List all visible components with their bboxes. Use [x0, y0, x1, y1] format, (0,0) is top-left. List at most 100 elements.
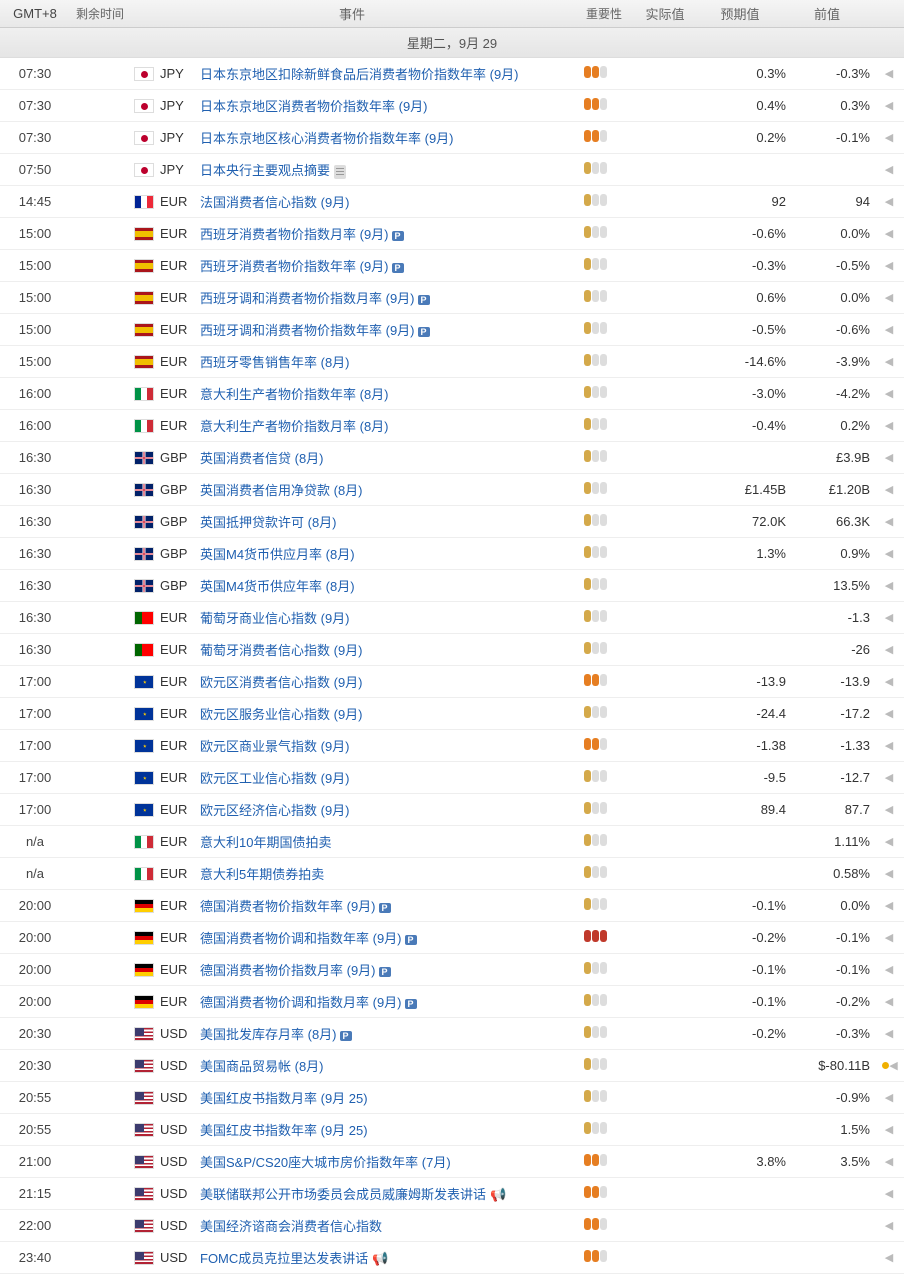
event-link[interactable]: 欧元区消费者信心指数 (9月): [200, 675, 363, 690]
expand-arrow[interactable]: ◀: [874, 99, 904, 112]
expand-arrow[interactable]: ◀: [874, 771, 904, 784]
chevron-left-icon: ◀: [885, 420, 893, 432]
currency-code: EUR: [160, 226, 200, 241]
expand-arrow[interactable]: ◀: [874, 1027, 904, 1040]
event-link[interactable]: 德国消费者物价指数年率 (9月): [200, 899, 376, 914]
event-link[interactable]: 日本东京地区消费者物价指数年率 (9月): [200, 99, 428, 114]
previous-value: -0.1%: [794, 130, 874, 145]
expand-arrow[interactable]: ◀: [874, 739, 904, 752]
event-link[interactable]: 美联储联邦公开市场委员会成员威廉姆斯发表讲话: [200, 1187, 486, 1202]
event-link[interactable]: 美国S&P/CS20座大城市房价指数年率 (7月): [200, 1155, 451, 1170]
expand-arrow[interactable]: ◀: [874, 387, 904, 400]
event-link[interactable]: 德国消费者物价调和指数年率 (9月): [200, 931, 402, 946]
event-link[interactable]: 西班牙调和消费者物价指数月率 (9月): [200, 291, 415, 306]
expand-arrow[interactable]: ◀: [874, 131, 904, 144]
expand-arrow[interactable]: ◀: [874, 419, 904, 432]
expand-arrow[interactable]: ◀: [874, 451, 904, 464]
expand-arrow[interactable]: ◀: [874, 483, 904, 496]
importance-bull-icon: [584, 866, 591, 878]
importance-cell: [574, 354, 644, 369]
event-link[interactable]: 法国消费者信心指数 (9月): [200, 195, 350, 210]
expand-arrow[interactable]: ◀: [874, 1123, 904, 1136]
expand-arrow[interactable]: ◀: [874, 867, 904, 880]
flag-jp-icon: [134, 99, 154, 113]
event-row: 07:30JPY日本东京地区消费者物价指数年率 (9月)0.4%0.3%◀: [0, 90, 904, 122]
flag-us-icon: [134, 1091, 154, 1105]
event-link[interactable]: 美国批发库存月率 (8月): [200, 1027, 337, 1042]
expand-arrow[interactable]: ◀: [874, 835, 904, 848]
event-link[interactable]: 欧元区商业景气指数 (9月): [200, 739, 350, 754]
expand-arrow[interactable]: ◀: [874, 1091, 904, 1104]
event-link[interactable]: 英国消费者信贷 (8月): [200, 451, 324, 466]
event-link[interactable]: 欧元区服务业信心指数 (9月): [200, 707, 363, 722]
event-link[interactable]: 英国M4货币供应年率 (8月): [200, 579, 355, 594]
expand-arrow[interactable]: ◀: [874, 163, 904, 176]
flag-cell: [70, 162, 160, 178]
event-link[interactable]: 西班牙零售销售年率 (8月): [200, 355, 350, 370]
expand-arrow[interactable]: ◀: [874, 899, 904, 912]
event-link[interactable]: 美国红皮书指数年率 (9月 25): [200, 1123, 368, 1138]
flag-cell: [70, 354, 160, 370]
expand-arrow[interactable]: ◀: [874, 963, 904, 976]
expand-arrow[interactable]: ◀: [874, 547, 904, 560]
event-row: 15:00EUR西班牙消费者物价指数月率 (9月)P-0.6%0.0%◀: [0, 218, 904, 250]
event-cell: 欧元区商业景气指数 (9月): [200, 736, 574, 755]
event-link[interactable]: 德国消费者物价调和指数月率 (9月): [200, 995, 402, 1010]
event-link[interactable]: 英国抵押贷款许可 (8月): [200, 515, 337, 530]
event-link[interactable]: 欧元区工业信心指数 (9月): [200, 771, 350, 786]
event-link[interactable]: 西班牙调和消费者物价指数年率 (9月): [200, 323, 415, 338]
event-link[interactable]: 意大利10年期国债拍卖: [200, 835, 331, 850]
expand-arrow[interactable]: ◀: [874, 323, 904, 336]
event-link[interactable]: 日本东京地区核心消费者物价指数年率 (9月): [200, 131, 454, 146]
previous-value: 13.5%: [794, 578, 874, 593]
event-link[interactable]: 葡萄牙消费者信心指数 (9月): [200, 643, 363, 658]
expand-arrow[interactable]: ◀: [874, 1219, 904, 1232]
expand-arrow[interactable]: ◀: [874, 995, 904, 1008]
importance-bull-icon: [600, 514, 607, 526]
event-link[interactable]: 英国M4货币供应月率 (8月): [200, 547, 355, 562]
event-link[interactable]: 意大利生产者物价指数年率 (8月): [200, 387, 389, 402]
expand-arrow[interactable]: ◀: [874, 67, 904, 80]
expand-arrow[interactable]: ◀: [874, 227, 904, 240]
event-link[interactable]: FOMC成员克拉里达发表讲话: [200, 1251, 368, 1266]
event-link[interactable]: 日本央行主要观点摘要: [200, 163, 330, 178]
event-link[interactable]: 美国红皮书指数月率 (9月 25): [200, 1091, 368, 1106]
expand-arrow[interactable]: ◀: [874, 355, 904, 368]
expand-arrow[interactable]: ◀: [874, 931, 904, 944]
event-link[interactable]: 德国消费者物价指数月率 (9月): [200, 963, 376, 978]
forecast-value: 89.4: [714, 802, 794, 817]
event-row: 23:40USDFOMC成员克拉里达发表讲话📢◀: [0, 1242, 904, 1274]
event-link[interactable]: 意大利生产者物价指数月率 (8月): [200, 419, 389, 434]
event-link[interactable]: 葡萄牙商业信心指数 (9月): [200, 611, 350, 626]
event-cell: 英国抵押贷款许可 (8月): [200, 512, 574, 531]
event-link[interactable]: 美国经济谘商会消费者信心指数: [200, 1219, 382, 1234]
event-link[interactable]: 意大利5年期债券拍卖: [200, 867, 324, 882]
event-link[interactable]: 西班牙消费者物价指数月率 (9月): [200, 227, 389, 242]
expand-arrow[interactable]: ◀: [874, 1059, 904, 1072]
expand-arrow[interactable]: ◀: [874, 515, 904, 528]
expand-arrow[interactable]: ◀: [874, 1187, 904, 1200]
flag-jp-icon: [134, 163, 154, 177]
expand-arrow[interactable]: ◀: [874, 643, 904, 656]
event-link[interactable]: 美国商品贸易帐 (8月): [200, 1059, 324, 1074]
event-link[interactable]: 欧元区经济信心指数 (9月): [200, 803, 350, 818]
importance-bull-icon: [600, 706, 607, 718]
event-row: 15:00EUR西班牙调和消费者物价指数年率 (9月)P-0.5%-0.6%◀: [0, 314, 904, 346]
event-link[interactable]: 英国消费者信用净贷款 (8月): [200, 483, 363, 498]
expand-arrow[interactable]: ◀: [874, 707, 904, 720]
expand-arrow[interactable]: ◀: [874, 803, 904, 816]
previous-value: -0.3%: [794, 1026, 874, 1041]
expand-arrow[interactable]: ◀: [874, 1251, 904, 1264]
event-link[interactable]: 日本东京地区扣除新鲜食品后消费者物价指数年率 (9月): [200, 67, 519, 82]
expand-arrow[interactable]: ◀: [874, 195, 904, 208]
expand-arrow[interactable]: ◀: [874, 611, 904, 624]
importance-bull-icon: [592, 706, 599, 718]
expand-arrow[interactable]: ◀: [874, 1155, 904, 1168]
event-link[interactable]: 西班牙消费者物价指数年率 (9月): [200, 259, 389, 274]
expand-arrow[interactable]: ◀: [874, 579, 904, 592]
expand-arrow[interactable]: ◀: [874, 675, 904, 688]
importance-bull-icon: [584, 226, 591, 238]
expand-arrow[interactable]: ◀: [874, 259, 904, 272]
event-time: n/a: [0, 866, 70, 881]
expand-arrow[interactable]: ◀: [874, 291, 904, 304]
